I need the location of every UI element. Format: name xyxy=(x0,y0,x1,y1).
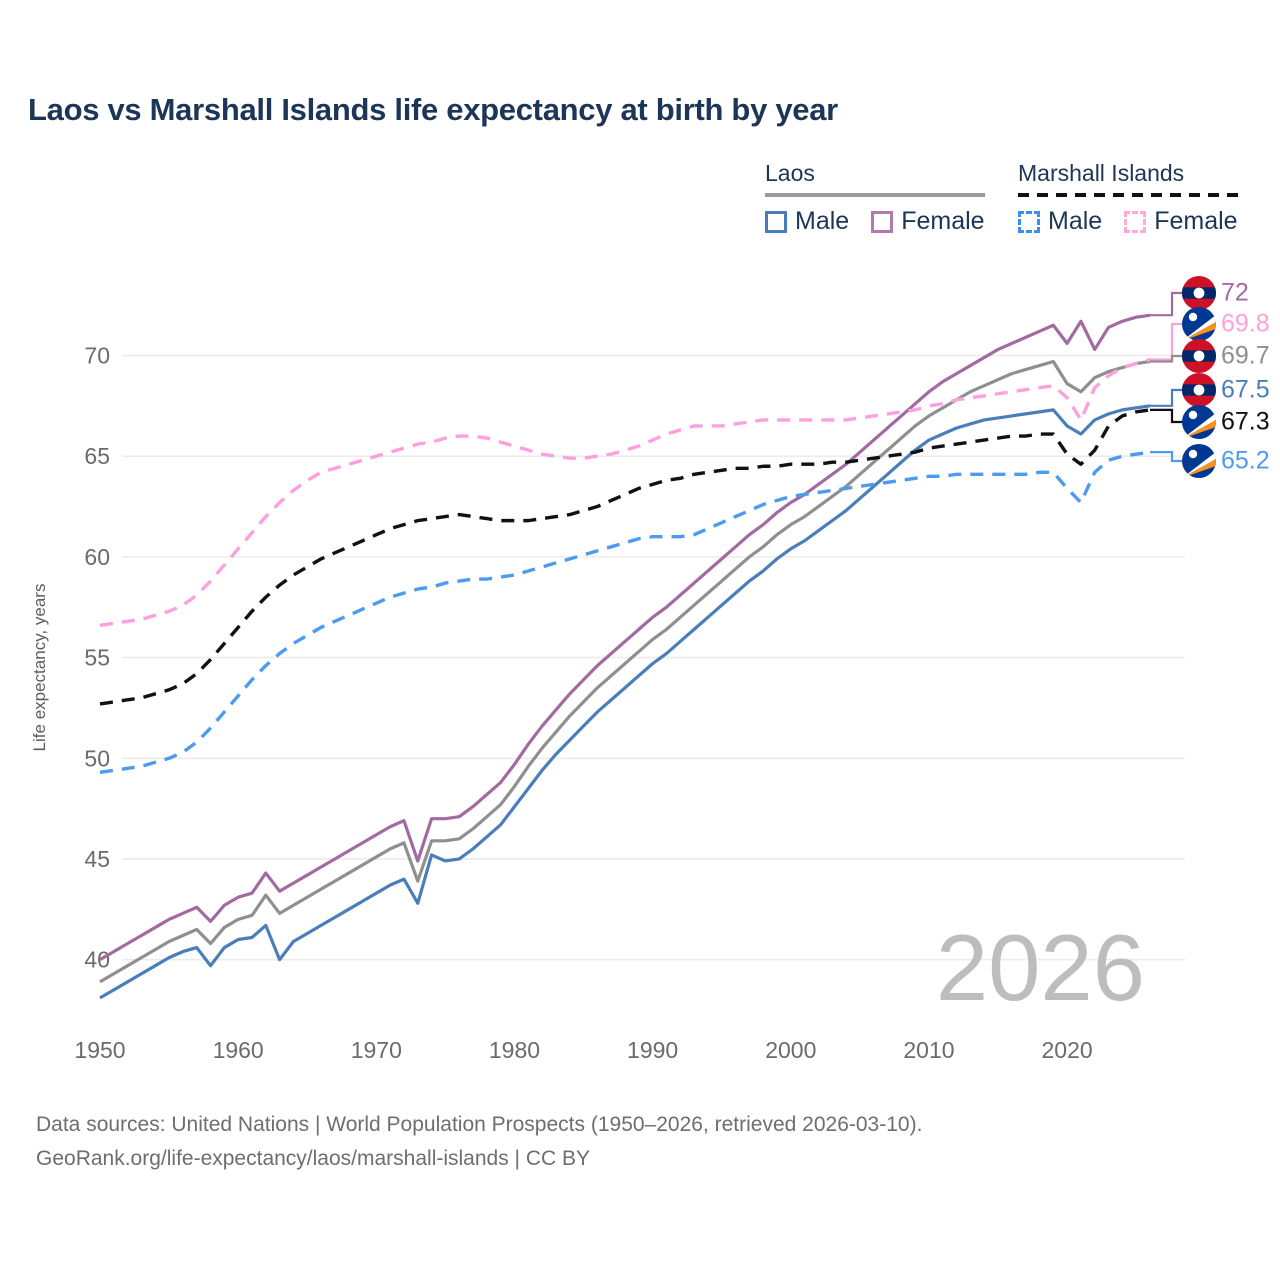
leader-line-4 xyxy=(1150,408,1184,424)
leader-line-1 xyxy=(1150,322,1184,361)
year-watermark: 2026 xyxy=(936,915,1145,1020)
legend: Laos Male Female Marshall Islands xyxy=(760,160,1260,240)
series-line-2 xyxy=(99,404,1151,1000)
end-label-0: 72 xyxy=(1182,276,1249,310)
series-lines xyxy=(99,313,1151,1000)
gridlines xyxy=(122,354,1185,961)
legend-country-marshall-islands: Marshall Islands xyxy=(1018,160,1185,186)
x-tick-label: 1970 xyxy=(351,1037,402,1063)
legend-rule-laos xyxy=(765,193,985,197)
end-label-value: 67.3 xyxy=(1221,408,1270,436)
legend-item-laos-female[interactable]: Female xyxy=(871,207,985,236)
y-axis-title: Life expectancy, years xyxy=(30,584,49,752)
label-leader-lines xyxy=(1150,291,1184,463)
y-tick-label: 50 xyxy=(84,745,110,771)
legend-swatch-mi-male xyxy=(1018,210,1040,233)
x-tick-label: 1980 xyxy=(489,1037,540,1063)
end-label-value: 69.7 xyxy=(1221,342,1270,370)
y-tick-label: 65 xyxy=(84,443,110,469)
end-value-labels: 72 69.8 69.7 67.5 67.3 65.2 xyxy=(1182,276,1270,478)
legend-swatch-mi-female xyxy=(1124,210,1147,233)
end-label-1: 69.8 xyxy=(1182,307,1270,341)
legend-item-laos-male[interactable]: Male xyxy=(765,207,849,236)
end-label-2: 69.7 xyxy=(1182,339,1270,373)
page-title: Laos vs Marshall Islands life expectancy… xyxy=(28,92,838,127)
x-tick-label: 1960 xyxy=(213,1037,264,1063)
series-line-0 xyxy=(99,313,1151,962)
footer-data-sources: Data sources: United Nations | World Pop… xyxy=(36,1113,923,1136)
legend-swatch-laos-female xyxy=(871,210,894,233)
legend-label-mi-male: Male xyxy=(1048,207,1103,235)
x-axis-ticks: 1950 1960 1970 1980 1990 2000 2010 2020 xyxy=(74,1037,1092,1063)
leader-line-0 xyxy=(1150,291,1184,317)
legend-group-laos: Laos Male Female xyxy=(765,160,985,236)
legend-label-laos-female: Female xyxy=(901,207,985,235)
end-label-value: 67.5 xyxy=(1221,376,1270,404)
legend-label-laos-male: Male xyxy=(795,207,850,235)
footer: Data sources: United Nations | World Pop… xyxy=(36,1108,922,1176)
y-axis-ticks: 40 45 50 55 60 65 70 xyxy=(84,342,110,972)
legend-label-mi-female: Female xyxy=(1154,207,1238,235)
leader-line-2 xyxy=(1150,354,1184,363)
x-tick-label: 2020 xyxy=(1042,1037,1093,1063)
x-tick-label: 2000 xyxy=(765,1037,816,1063)
y-tick-label: 60 xyxy=(84,544,110,570)
legend-rule-marshall-islands xyxy=(1018,193,1238,197)
end-label-value: 65.2 xyxy=(1221,447,1270,475)
x-tick-label: 1990 xyxy=(627,1037,678,1063)
end-label-5: 65.2 xyxy=(1182,444,1270,478)
legend-country-laos: Laos xyxy=(765,160,815,186)
y-tick-label: 55 xyxy=(84,645,110,671)
end-label-4: 67.3 xyxy=(1182,405,1270,439)
footer-attribution: GeoRank.org/life-expectancy/laos/marshal… xyxy=(36,1147,591,1171)
y-tick-label: 40 xyxy=(84,947,110,973)
series-line-3 xyxy=(99,357,1151,628)
legend-group-marshall-islands: Marshall Islands Male Female xyxy=(1018,160,1238,236)
legend-swatch-laos-male xyxy=(765,210,787,233)
leader-line-3 xyxy=(1150,388,1184,407)
series-line-5 xyxy=(99,450,1151,775)
end-label-value: 69.8 xyxy=(1221,310,1270,338)
end-label-value: 72 xyxy=(1221,279,1249,307)
x-tick-label: 1950 xyxy=(74,1037,125,1063)
legend-item-mi-male[interactable]: Male xyxy=(1018,207,1102,236)
y-tick-label: 45 xyxy=(84,846,110,872)
end-label-3: 67.5 xyxy=(1182,373,1270,407)
x-tick-label: 2010 xyxy=(903,1037,954,1063)
series-line-1 xyxy=(99,359,1151,984)
legend-item-mi-female[interactable]: Female xyxy=(1124,207,1238,236)
line-chart: 40 45 50 55 60 65 70 1950 1960 1970 1980 1990 2000 2… xyxy=(30,276,1270,1063)
leader-line-5 xyxy=(1150,451,1184,463)
y-tick-label: 70 xyxy=(84,342,110,368)
